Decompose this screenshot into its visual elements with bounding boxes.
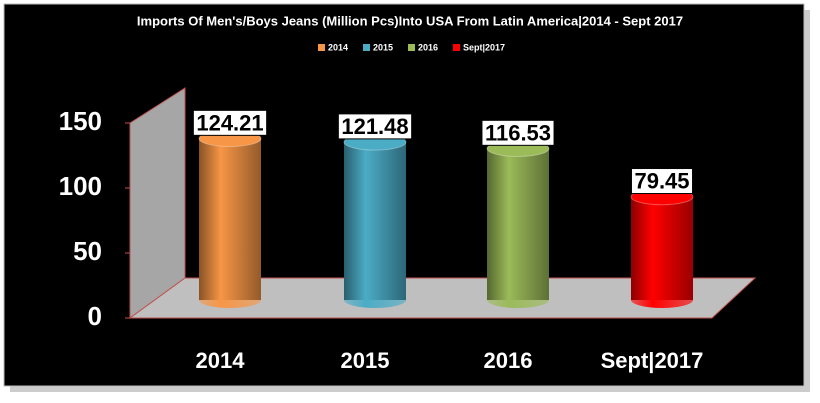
data-label: 116.53 <box>485 120 551 145</box>
legend-label: Sept|2017 <box>463 42 505 52</box>
data-label: 121.48 <box>341 114 408 139</box>
legend-swatch <box>318 44 325 51</box>
legend-swatch <box>363 44 370 51</box>
y-tick-label: 0 <box>88 301 102 331</box>
x-tick-label: 2016 <box>484 348 533 373</box>
legend-swatch <box>453 44 460 51</box>
data-label-box <box>337 113 413 140</box>
y-tick-label: 150 <box>59 106 102 136</box>
x-tick-label: Sept|2017 <box>601 348 704 373</box>
bar <box>631 196 693 308</box>
x-tick-label: 2015 <box>341 348 390 373</box>
bar <box>487 148 549 308</box>
legend-swatch <box>408 44 415 51</box>
legend-label: 2015 <box>373 42 393 52</box>
legend-label: 2016 <box>418 42 438 52</box>
data-label-box <box>192 109 268 136</box>
x-tick-label: 2014 <box>196 348 246 373</box>
data-label: 79.45 <box>634 169 689 194</box>
data-label-box <box>630 168 694 195</box>
y-tick-label: 100 <box>59 171 102 201</box>
bar <box>199 138 261 308</box>
legend-label: 2014 <box>328 42 348 52</box>
y-tick-label: 50 <box>73 236 102 266</box>
data-label-box <box>481 119 555 146</box>
floor <box>128 277 757 319</box>
data-label: 124.21 <box>196 110 263 135</box>
chart-title: Imports Of Men's/Boys Jeans (Million Pcs… <box>137 13 683 28</box>
bar <box>344 142 406 308</box>
